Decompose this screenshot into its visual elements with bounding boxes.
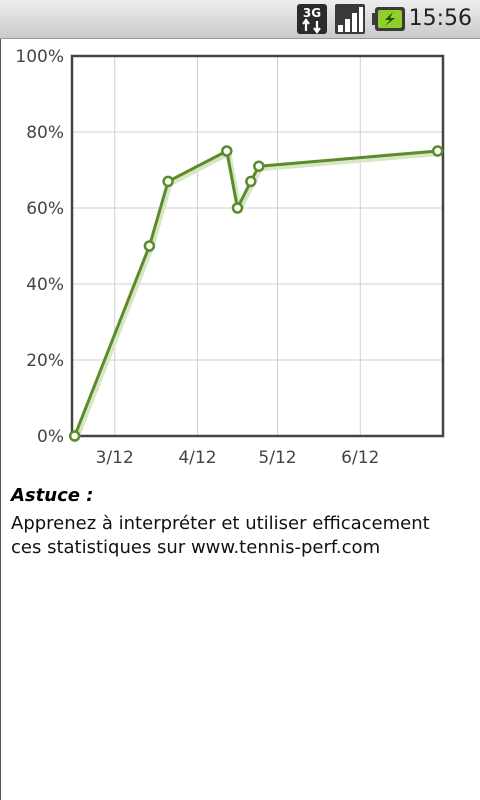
y-tick-label: 20% [26,351,64,371]
data-point [245,175,257,188]
y-tick-label: 100% [15,47,64,67]
x-tick-label: 4/12 [178,448,216,468]
battery-charging-icon [372,7,405,31]
tip-title: Astuce : [11,485,94,506]
tip-line-1: Apprenez à interpréter et utiliser effic… [11,513,430,534]
x-tick-label: 6/12 [341,448,379,468]
plot-frame [70,54,445,438]
data-point [162,175,174,188]
y-tick-label: 80% [26,123,64,143]
3g-data-icon: 3G [297,4,327,34]
tip-line-2: ces statistiques sur www.tennis-perf.com [11,537,381,558]
network-type-label: 3G [303,6,321,20]
data-point [431,145,444,157]
data-point [143,240,156,252]
tip-panel: Astuce : Apprenez à interpréter et utili… [11,485,471,560]
signal-icon [335,4,365,34]
x-tick-label: 3/12 [96,448,134,468]
plot-area [72,56,443,436]
progress-chart: 0% 20% 40% 60% 80% 100% 3/12 4/12 5/12 6/12 [15,47,445,468]
tip-text: Apprenez à interpréter et utiliser effic… [11,512,471,560]
data-point [231,202,244,214]
clock: 15:56 [408,6,472,31]
y-tick-label: 60% [26,199,64,219]
data-point [253,160,265,172]
y-tick-label: 40% [26,275,64,295]
status-bar: 3G 15:56 [0,0,480,39]
data-point [68,430,81,442]
stats-screen: 0% 20% 40% 60% 80% 100% 3/12 4/12 5/12 6/12 Astuc… [0,39,480,800]
x-tick-label: 5/12 [258,448,296,468]
y-tick-label: 0% [37,427,64,447]
data-point [221,145,233,157]
